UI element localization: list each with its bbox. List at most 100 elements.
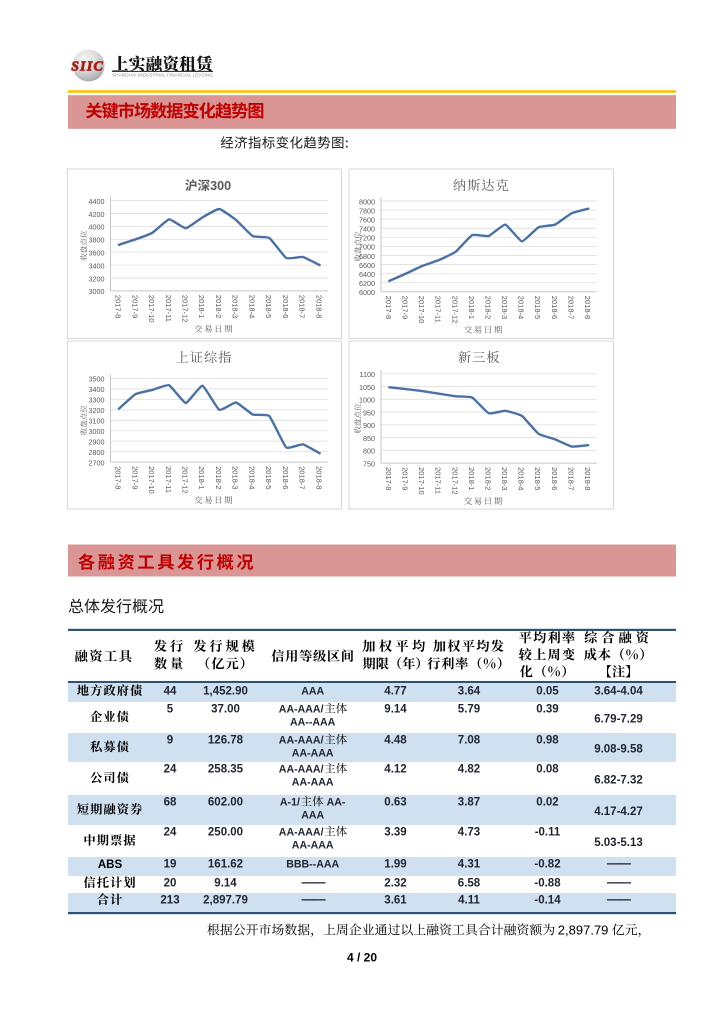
svg-text:ABS: ABS (98, 859, 123, 871)
svg-text:7600: 7600 (359, 216, 375, 225)
svg-text:24: 24 (164, 764, 177, 776)
svg-text:900: 900 (363, 421, 375, 430)
svg-text:2018-4: 2018-4 (247, 466, 256, 489)
svg-text:7200: 7200 (359, 234, 375, 243)
svg-text:3400: 3400 (89, 385, 105, 394)
svg-text:0.05: 0.05 (536, 686, 559, 698)
svg-text:2017-12: 2017-12 (450, 467, 459, 495)
svg-text:1050: 1050 (359, 383, 375, 392)
svg-text:1.99: 1.99 (384, 859, 406, 871)
svg-text:0.08: 0.08 (536, 764, 559, 776)
svg-text:2018-6: 2018-6 (550, 296, 559, 319)
svg-text:2018-1: 2018-1 (467, 467, 476, 490)
svg-text:2018-5: 2018-5 (264, 295, 273, 318)
svg-text:-0.14: -0.14 (534, 895, 561, 907)
svg-text:2018-7: 2018-7 (566, 296, 575, 319)
svg-text:3.87: 3.87 (458, 797, 480, 809)
svg-text:AA-: AA- (327, 797, 346, 809)
svg-text:6.58: 6.58 (458, 878, 481, 890)
svg-text:2017-10: 2017-10 (417, 296, 426, 324)
svg-text:2018-3: 2018-3 (500, 467, 509, 490)
svg-text:2018-3: 2018-3 (500, 296, 509, 319)
svg-text:5: 5 (167, 704, 174, 716)
svg-text:300: 300 (210, 179, 231, 193)
svg-text:19: 19 (164, 859, 177, 871)
svg-text:9.14: 9.14 (384, 704, 407, 716)
svg-text:——: —— (607, 876, 632, 890)
svg-text:750: 750 (363, 459, 375, 468)
svg-text:4000: 4000 (89, 223, 105, 232)
svg-text:AA-AAA: AA-AAA (292, 776, 334, 788)
svg-text:2018-4: 2018-4 (517, 467, 526, 490)
svg-text:9: 9 (167, 735, 173, 747)
svg-text:850: 850 (363, 434, 375, 443)
svg-text:2,897.79: 2,897.79 (558, 922, 609, 937)
svg-text:——: —— (607, 857, 632, 871)
svg-text:4.12: 4.12 (384, 764, 406, 776)
svg-text:3000: 3000 (89, 287, 105, 296)
svg-text:3.64: 3.64 (458, 686, 481, 698)
svg-text:SHANGHAI INDUSTRIAL FINANCIAL: SHANGHAI INDUSTRIAL FINANCIAL LEASING (112, 73, 213, 78)
svg-text:3.61: 3.61 (384, 895, 407, 907)
svg-text:37.00: 37.00 (211, 704, 240, 716)
svg-text:AA--AAA: AA--AAA (290, 716, 336, 728)
svg-text:2,897.79: 2,897.79 (203, 895, 248, 907)
svg-text:2018-4: 2018-4 (517, 296, 526, 319)
svg-text:0.98: 0.98 (536, 735, 559, 747)
svg-text:0.39: 0.39 (536, 704, 558, 716)
svg-text:24: 24 (164, 827, 177, 839)
svg-text:2018-2: 2018-2 (483, 467, 492, 490)
svg-text:68: 68 (164, 797, 177, 809)
svg-text:2017-12: 2017-12 (450, 296, 459, 324)
svg-text:2017-8: 2017-8 (384, 467, 393, 490)
svg-text:3.39: 3.39 (384, 827, 406, 839)
svg-text:3400: 3400 (89, 261, 105, 270)
svg-text:2018-8: 2018-8 (583, 467, 592, 490)
svg-text:2.32: 2.32 (384, 878, 406, 890)
svg-text:8000: 8000 (359, 197, 375, 206)
svg-text:6600: 6600 (359, 261, 375, 270)
svg-text:BBB--AAA: BBB--AAA (286, 859, 339, 871)
svg-text:AA-AAA/: AA-AAA/ (279, 764, 324, 776)
svg-text:2017-12: 2017-12 (181, 466, 190, 494)
svg-text:2017-11: 2017-11 (434, 296, 443, 323)
svg-text:4.73: 4.73 (458, 827, 480, 839)
svg-text:2900: 2900 (89, 438, 105, 447)
svg-text:AA-AAA: AA-AAA (292, 839, 334, 851)
svg-text:2018-3: 2018-3 (231, 295, 240, 318)
svg-text:2018-2: 2018-2 (214, 466, 223, 489)
svg-text:7400: 7400 (359, 225, 375, 234)
svg-text:2018-2: 2018-2 (483, 296, 492, 319)
svg-text:161.62: 161.62 (208, 859, 243, 871)
svg-text:5.03-5.13: 5.03-5.13 (594, 837, 643, 849)
svg-text:250.00: 250.00 (208, 827, 243, 839)
svg-text:4.11: 4.11 (458, 895, 480, 907)
svg-text:-0.82: -0.82 (534, 859, 560, 871)
svg-text:6000: 6000 (359, 288, 375, 297)
svg-text:5.79: 5.79 (458, 704, 480, 716)
svg-text:2018-6: 2018-6 (281, 295, 290, 318)
svg-text:A-1/: A-1/ (280, 797, 300, 809)
svg-text:7800: 7800 (359, 206, 375, 215)
svg-text:602.00: 602.00 (208, 797, 243, 809)
svg-text:2018-8: 2018-8 (583, 296, 592, 319)
svg-text:6400: 6400 (359, 270, 375, 279)
svg-text:2017-10: 2017-10 (147, 466, 156, 494)
svg-text:6.82-7.32: 6.82-7.32 (594, 775, 643, 787)
svg-text:0.02: 0.02 (536, 797, 558, 809)
svg-text:3600: 3600 (89, 249, 105, 258)
svg-text:2018-1: 2018-1 (197, 466, 206, 489)
svg-text:2017-10: 2017-10 (147, 295, 156, 323)
svg-text:950: 950 (363, 408, 375, 417)
svg-text:2017-12: 2017-12 (181, 295, 190, 323)
svg-text:9.14: 9.14 (214, 878, 237, 890)
svg-text:——: —— (302, 893, 327, 907)
svg-text:AA-AAA/: AA-AAA/ (279, 827, 324, 839)
svg-text:2018-1: 2018-1 (467, 296, 476, 319)
svg-text:213: 213 (160, 895, 179, 907)
svg-text:AA-AAA/: AA-AAA/ (279, 735, 324, 747)
svg-text:2018-6: 2018-6 (281, 466, 290, 489)
svg-text:3800: 3800 (89, 236, 105, 245)
svg-text:1,452.90: 1,452.90 (203, 686, 248, 698)
svg-text:3.64-4.04: 3.64-4.04 (594, 686, 643, 698)
